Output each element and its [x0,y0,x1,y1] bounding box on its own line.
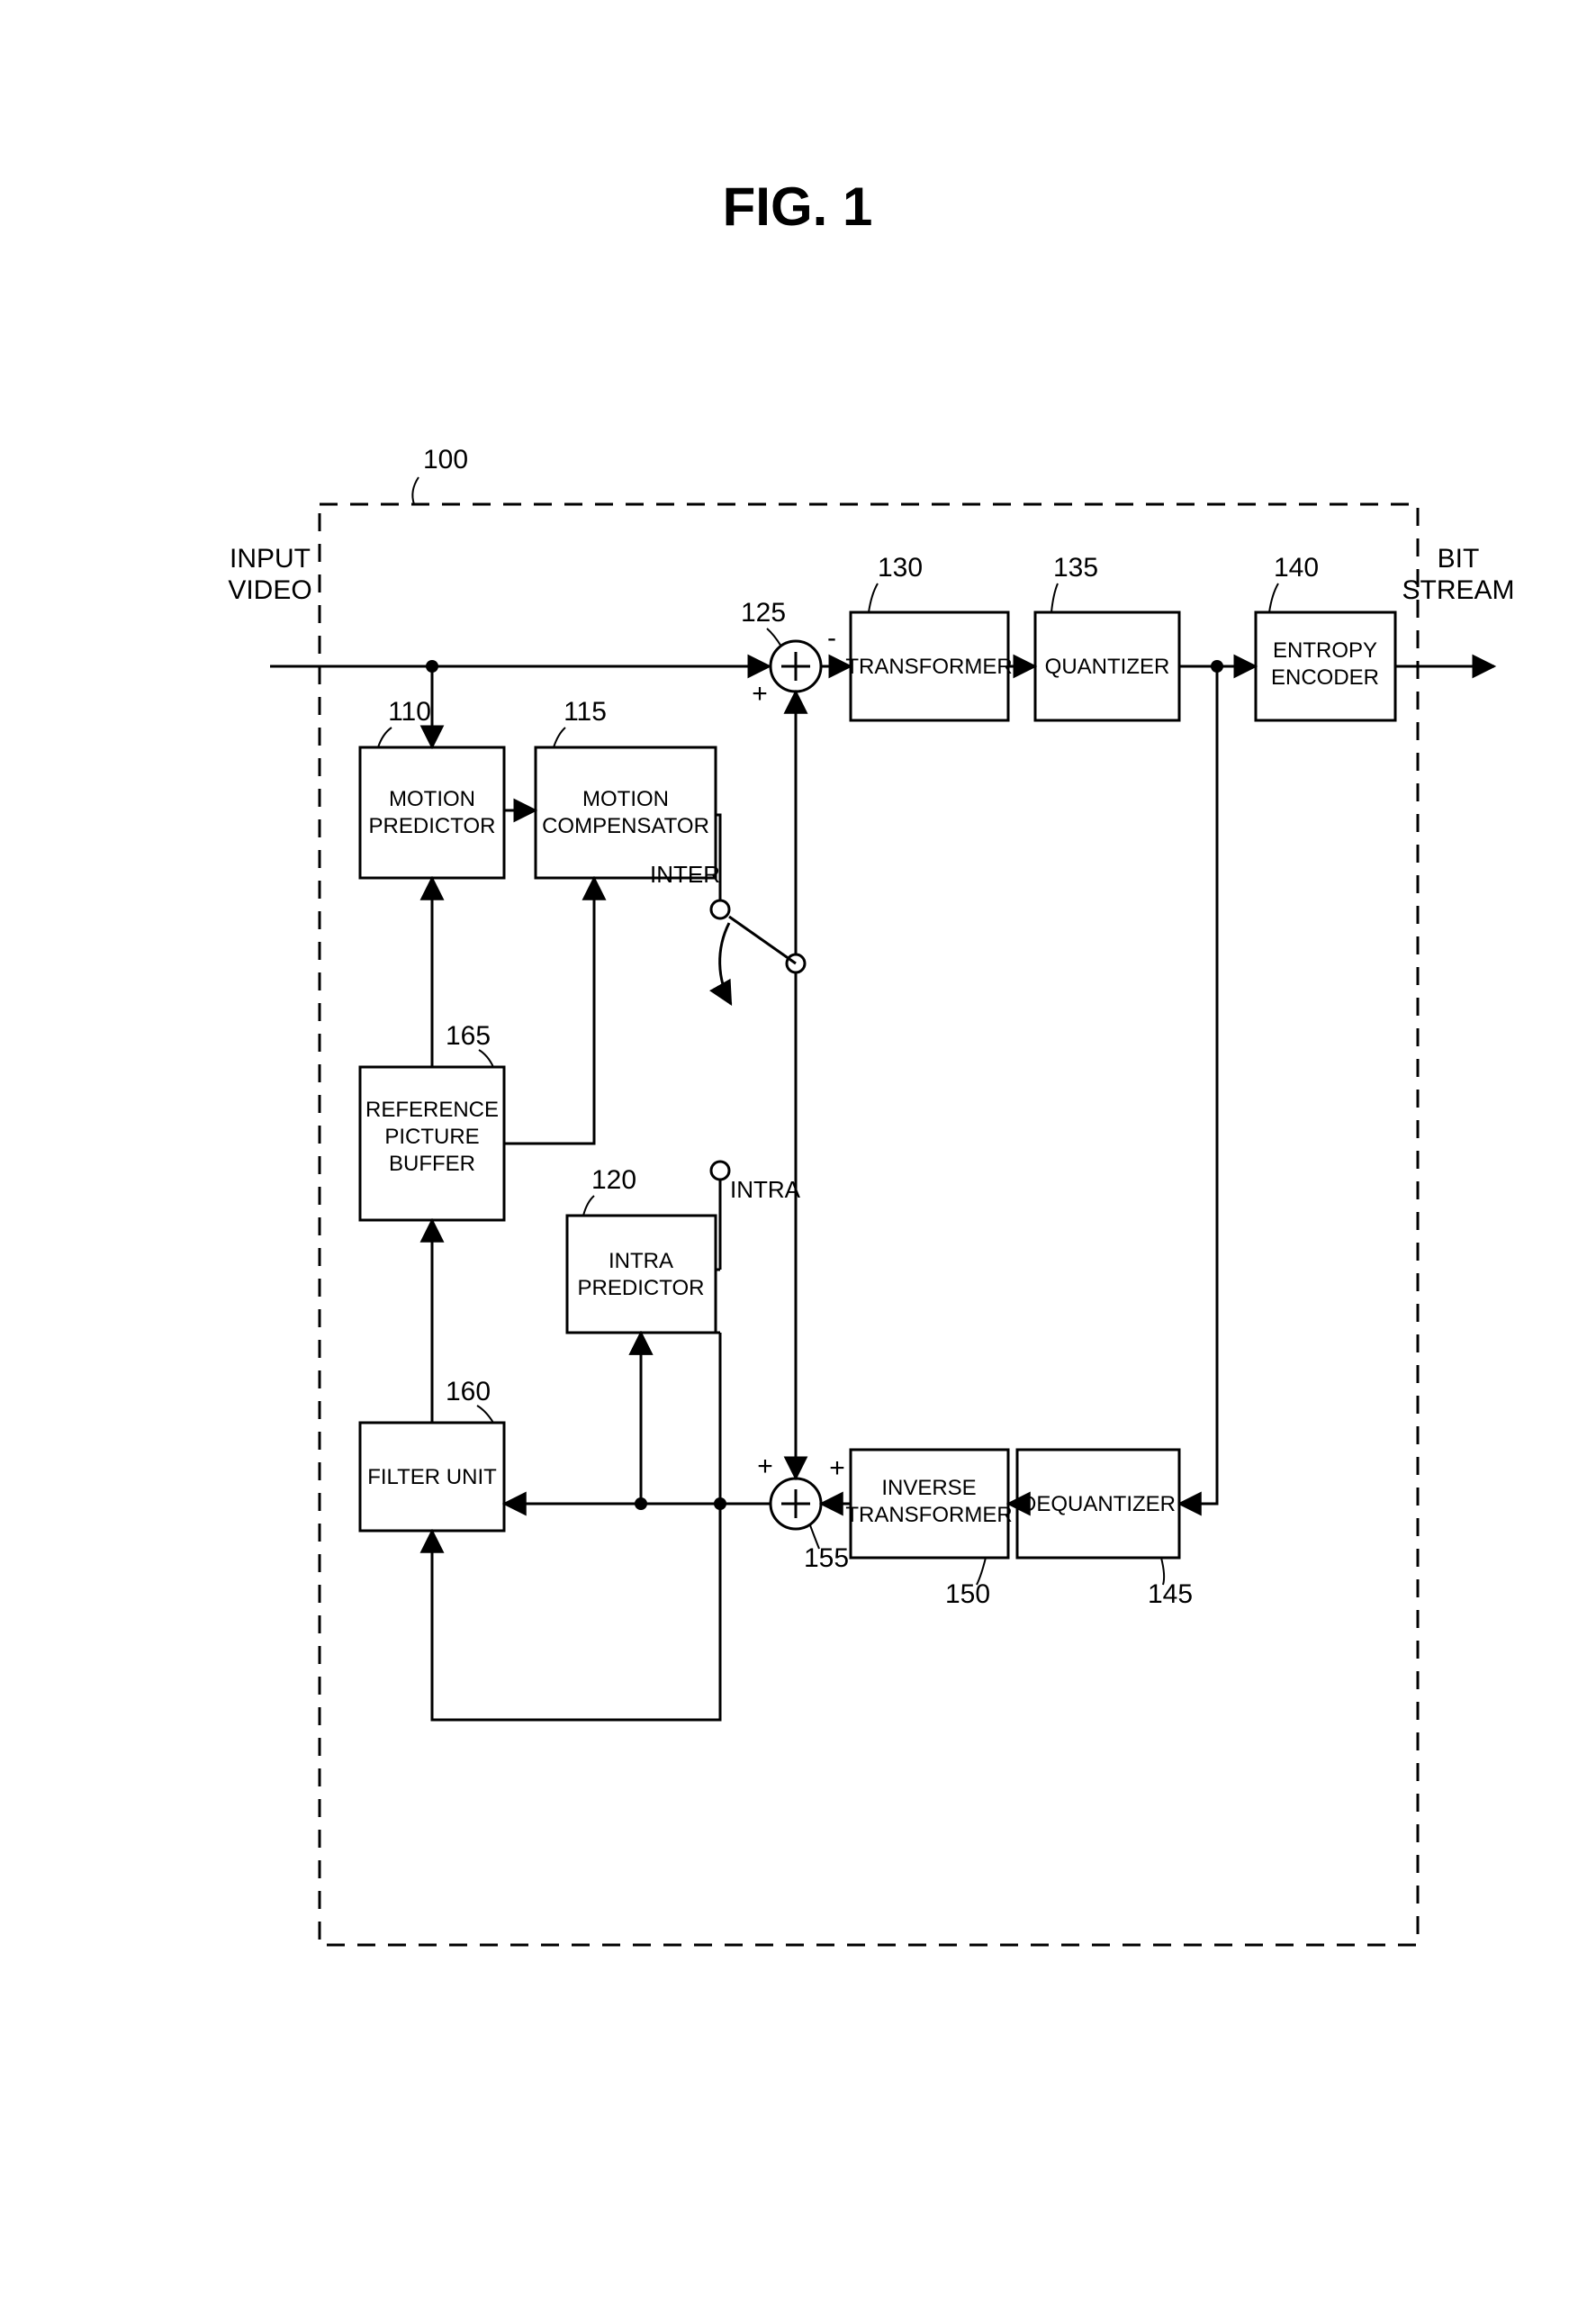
ref-115: 115 [564,697,607,727]
motion-compensator-text-2: COMPENSATOR [542,814,709,838]
ref-110: 110 [388,697,431,727]
ref-140: 140 [1274,553,1319,583]
leader-135 [1051,583,1058,612]
motion-compensator-text-1: MOTION [582,787,669,811]
switch-term-inter [711,900,729,918]
subtractor-125 [771,641,821,692]
transformer-text: TRANSFORMER [845,655,1012,679]
input-label-2: VIDEO [228,575,311,605]
intra-predictor-text-2: PREDICTOR [578,1276,705,1300]
wire-165-to-115 [504,878,594,1144]
entropy-text-1: ENTROPY [1273,638,1377,663]
intra-predictor-block [567,1216,716,1333]
ref-160: 160 [446,1377,491,1406]
motion-predictor-text-2: PREDICTOR [369,814,496,838]
leader-110 [378,728,392,747]
ref-135: 135 [1053,553,1098,583]
motion-predictor-text-1: MOTION [389,787,475,811]
ref-buf-text-1: REFERENCE [365,1098,499,1122]
plus-155-right: + [829,1453,845,1483]
ref-145: 145 [1148,1579,1193,1609]
leader-160 [477,1406,493,1423]
leader-120 [583,1196,594,1216]
ref-150: 150 [945,1579,990,1609]
input-label-1: INPUT [230,544,311,574]
inverse-transformer-text-1: INVERSE [881,1476,976,1500]
leader-165 [479,1050,493,1067]
minus-125: - [827,623,836,653]
entropy-text-2: ENCODER [1271,665,1379,690]
figure-title: FIG. 1 [723,176,873,237]
plus-155-top: + [757,1451,773,1481]
wire-to-dequantizer [1179,666,1217,1504]
leader-140 [1269,583,1278,612]
motion-compensator-block [536,747,716,878]
wire-to-intra [641,1333,720,1504]
ref-125: 125 [741,598,786,628]
plus-125: + [752,679,768,709]
label-intra: INTRA [730,1176,801,1203]
leader-125 [767,629,781,647]
adder-155 [771,1479,821,1529]
label-inter: INTER [650,861,720,888]
inverse-transformer-text-2: TRANSFORMER [845,1503,1012,1527]
ref-buf-text-3: BUFFER [389,1152,475,1176]
switch-arm [729,917,796,963]
ref-165: 165 [446,1021,491,1051]
ref-120: 120 [591,1165,636,1195]
motion-predictor-block [360,747,504,878]
leader-130 [869,583,878,612]
switch-term-intra [711,1162,729,1180]
intra-predictor-text-1: INTRA [609,1249,673,1273]
ref-130: 130 [878,553,923,583]
output-label-1: BIT [1438,544,1480,574]
wire-155-to-160 [432,1504,771,1720]
leader-100 [412,477,419,504]
filter-unit-text: FILTER UNIT [367,1465,497,1489]
leader-115 [554,728,565,747]
quantizer-text: QUANTIZER [1045,655,1170,679]
output-label-2: STREAM [1402,575,1514,605]
ref-100: 100 [423,445,468,475]
ref-155: 155 [804,1543,849,1573]
node-recon-tap2 [635,1497,647,1510]
ref-buf-text-2: PICTURE [384,1125,479,1149]
switch-arc [720,923,731,1004]
dequantizer-text: DEQUANTIZER [1021,1492,1176,1516]
